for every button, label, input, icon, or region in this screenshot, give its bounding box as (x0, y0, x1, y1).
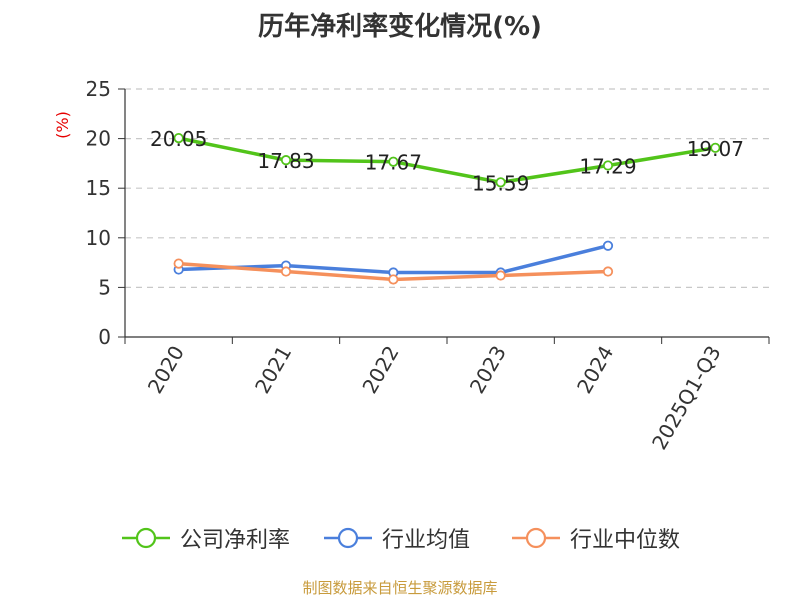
legend-swatch-icon (122, 527, 170, 549)
y-tick-label: 10 (86, 226, 111, 250)
data-point (495, 177, 506, 188)
axes (118, 88, 770, 344)
y-tick-label: 20 (86, 127, 111, 151)
y-tick-label: 5 (98, 275, 111, 299)
x-tick-label: 2021 (250, 342, 296, 398)
data-point (173, 258, 184, 269)
y-tick-label: 0 (98, 325, 111, 349)
legend-item[interactable]: 行业中位数 (510, 520, 680, 556)
data-label: 17.29 (579, 154, 636, 178)
source-footer: 制图数据来自恒生聚源数据库 (302, 579, 498, 597)
data-point (495, 270, 506, 281)
y-axis-unit-label: (%) (53, 111, 72, 139)
chart-title: 历年净利率变化情况(%) (258, 12, 542, 42)
x-tick-label: 2020 (143, 342, 189, 398)
data-point (280, 155, 292, 166)
x-tick-label: 2024 (572, 342, 618, 398)
legend-label: 行业均值 (382, 528, 471, 553)
legend: 公司净利率 行业均值 行业中位数 (0, 520, 800, 556)
legend-swatch-icon (512, 527, 560, 549)
y-tick-label: 25 (86, 77, 111, 101)
legend-swatch-icon (324, 527, 372, 549)
x-tick-label: 2025Q1-Q3 (647, 342, 726, 454)
x-tick-label: 2023 (465, 341, 511, 397)
data-point (280, 266, 292, 277)
y-tick-label: 15 (86, 176, 111, 200)
data-point (602, 240, 614, 251)
x-tick-labels: 2020 2021 2022 2023 2024 2025Q1-Q3 (143, 341, 726, 453)
data-point (710, 142, 721, 153)
grid-lines (125, 88, 769, 288)
legend-item[interactable]: 公司净利率 (120, 520, 290, 556)
data-label: 17.67 (365, 151, 422, 175)
data-point (388, 156, 399, 167)
data-point (602, 266, 614, 277)
data-label: 19.07 (687, 137, 744, 161)
y-tick-labels: 0 5 10 15 20 25 (86, 77, 111, 349)
legend-label: 行业中位数 (570, 528, 681, 553)
legend-label: 公司净利率 (180, 528, 291, 553)
legend-item[interactable]: 行业均值 (322, 520, 470, 556)
series-lines (173, 133, 721, 285)
data-point (602, 160, 614, 171)
x-tick-label: 2022 (357, 342, 403, 398)
series-line (178, 136, 716, 185)
data-label: 20.05 (150, 127, 207, 151)
data-point (173, 133, 184, 144)
data-label: 17.83 (257, 149, 314, 173)
data-label: 15.59 (472, 171, 529, 195)
data-labels: 20.05 17.83 17.67 15.59 17.29 19.07 (150, 127, 744, 195)
data-point (388, 274, 399, 285)
